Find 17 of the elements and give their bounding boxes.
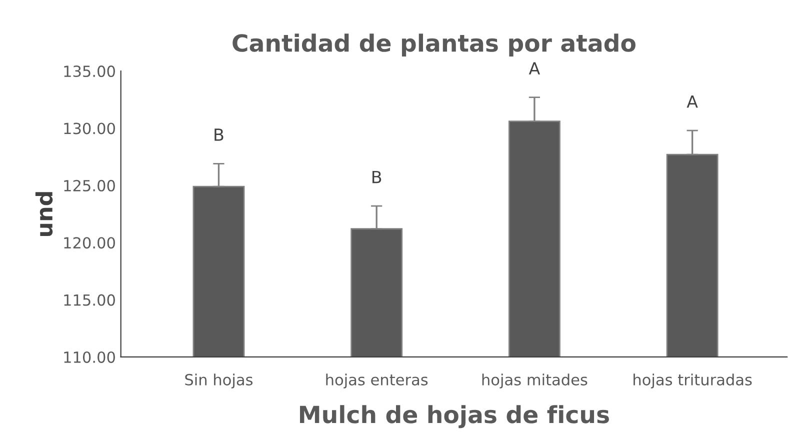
annotation: A <box>528 62 540 74</box>
annotation: B <box>214 128 224 141</box>
y-axis-title: und <box>35 192 53 236</box>
y-tick-label: 135.00 <box>64 66 115 78</box>
y-tick-label: 125.00 <box>64 180 115 192</box>
annotation: B <box>372 170 382 184</box>
x-tick-label: hojas mitades <box>482 374 588 388</box>
x-axis-title: Mulch de hojas de ficus <box>300 405 609 428</box>
x-tick-label: hojas trituradas <box>634 374 752 388</box>
x-tick-label: hojas enteras <box>326 374 428 388</box>
y-tick-label: 110.00 <box>64 351 115 363</box>
annotation: A <box>686 95 698 108</box>
y-tick-label: 120.00 <box>64 237 115 249</box>
x-tick-label: Sin hojas <box>185 374 253 388</box>
chart-title: Cantidad de plantas por atado <box>232 34 636 57</box>
y-tick-label: 115.00 <box>64 294 115 306</box>
y-tick-label: 130.00 <box>64 122 115 134</box>
